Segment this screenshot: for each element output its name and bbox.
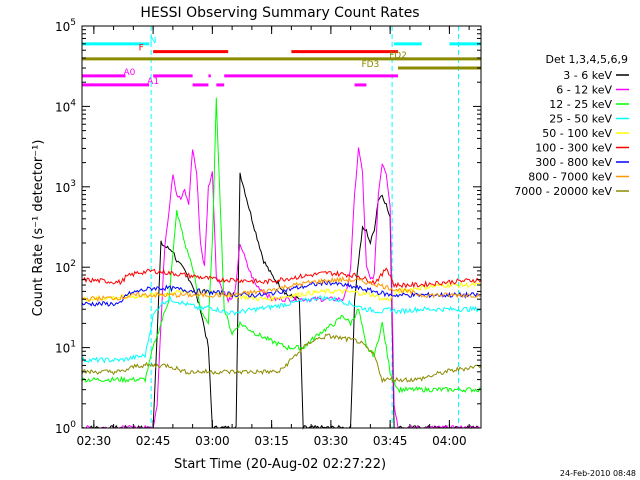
- series-layer: [81, 97, 482, 430]
- y-tick-base: 10: [55, 181, 70, 195]
- legend-label: 300 - 800 keV: [535, 156, 612, 169]
- legend-label: 100 - 300 keV: [535, 142, 612, 155]
- y-tick-base: 10: [55, 342, 70, 356]
- legend-label: 7000 - 20000 keV: [514, 185, 612, 198]
- y-tick-exponent: 4: [70, 98, 76, 108]
- y-tick-label: 105: [55, 18, 76, 34]
- x-tick-label: 03:30: [314, 434, 349, 448]
- x-tick-label: 03:45: [373, 434, 408, 448]
- plot-area: [150, 26, 459, 428]
- legend-label: 6 - 12 keV: [556, 84, 612, 97]
- y-tick-label: 103: [55, 179, 76, 195]
- x-axis-label: Start Time (20-Aug-02 02:27:22): [174, 457, 386, 472]
- plot-frame: [81, 25, 482, 429]
- chart-title: HESSI Observing Summary Count Rates: [140, 5, 419, 21]
- y-tick-exponent: 3: [70, 179, 76, 189]
- y-tick-exponent: 2: [70, 259, 76, 269]
- y-tick-base: 10: [55, 100, 70, 114]
- x-tick-label: 02:30: [77, 434, 112, 448]
- flag-label: N: [150, 36, 157, 46]
- legend-label: 25 - 50 keV: [549, 113, 612, 126]
- axis-layer: 02:30 02:45 03:00 03:15 03:30 03:45 04:0010010…: [55, 18, 482, 448]
- footer-timestamp: 24-Feb-2010 08:48: [560, 469, 636, 478]
- series-line: [81, 333, 482, 384]
- series-line: [81, 281, 482, 303]
- x-tick-label: 03:15: [254, 434, 289, 448]
- legend-label: 12 - 25 keV: [549, 98, 612, 111]
- legend-title: Det 1,3,4,5,6,9: [545, 53, 628, 66]
- legend-label: 3 - 6 keV: [563, 69, 612, 82]
- legend-label: 800 - 7000 keV: [528, 171, 612, 184]
- x-tick-label: 02:45: [136, 434, 171, 448]
- flag-layer: NF FD2 FD3 A0 A1: [82, 36, 481, 87]
- x-tick-label: 04:00: [432, 434, 467, 448]
- flag-label: F: [139, 44, 144, 54]
- series-line: [81, 295, 482, 364]
- flag-label: A0: [123, 68, 135, 78]
- series-line: [81, 267, 482, 289]
- x-tick-label: 03:00: [195, 434, 230, 448]
- y-tick-base: 10: [55, 20, 70, 34]
- flag-label: FD2: [389, 51, 407, 61]
- y-tick-label: 102: [55, 259, 76, 275]
- legend-label: 50 - 100 keV: [542, 127, 612, 140]
- y-axis-label: Count Rate (s⁻¹ detector⁻¹): [31, 140, 46, 317]
- flag-label: FD3: [361, 60, 379, 70]
- flag-label: A1: [147, 77, 159, 87]
- y-tick-label: 100: [55, 420, 76, 436]
- y-tick-exponent: 5: [70, 18, 76, 28]
- y-tick-exponent: 1: [70, 340, 76, 350]
- y-tick-label: 101: [55, 340, 76, 356]
- y-tick-base: 10: [55, 261, 70, 275]
- series-line: [81, 97, 482, 394]
- y-tick-base: 10: [55, 422, 70, 436]
- y-tick-label: 104: [55, 98, 76, 114]
- series-line: [81, 275, 482, 303]
- y-tick-exponent: 0: [70, 420, 76, 430]
- series-line: [81, 279, 482, 307]
